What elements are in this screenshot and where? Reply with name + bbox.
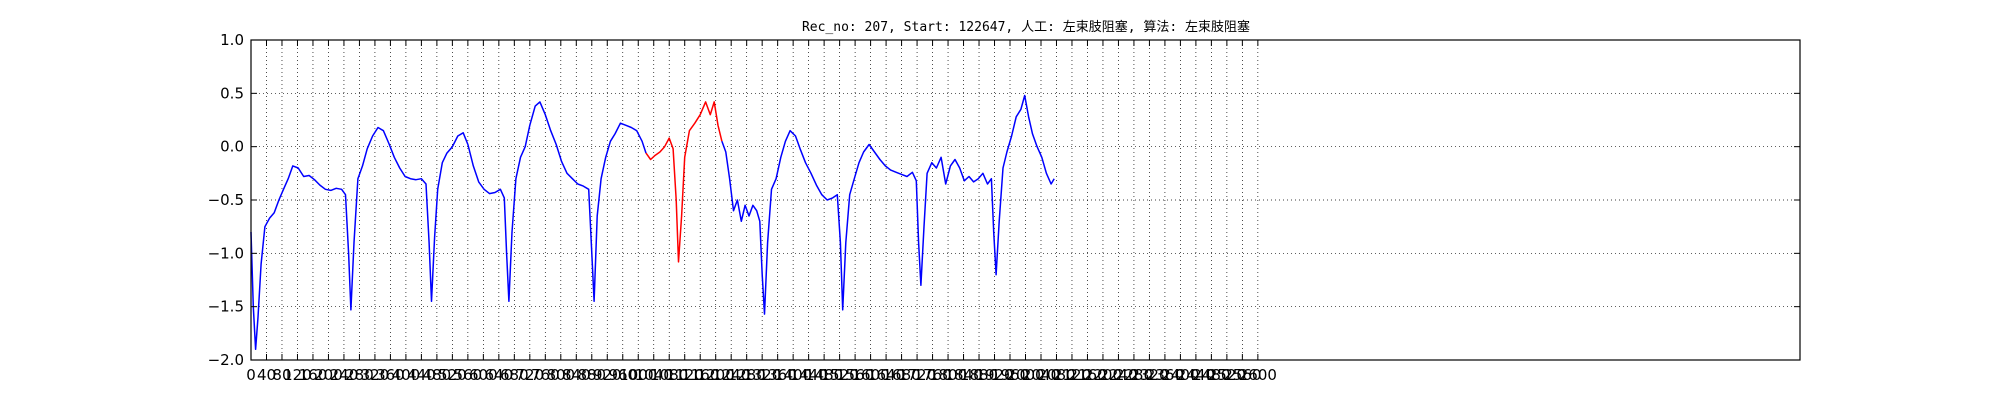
- y-tick-label: 1.0: [220, 31, 244, 49]
- x-tick-label: 1240: [712, 366, 750, 384]
- x-tick-label: 1280: [728, 366, 766, 384]
- x-tick-label: 1840: [944, 366, 982, 384]
- x-tick-label: 1200: [697, 366, 735, 384]
- x-tick-label: 800: [546, 366, 575, 384]
- x-tick-label: 1880: [960, 366, 998, 384]
- x-tick-label: 1160: [681, 366, 719, 384]
- y-tick-label: −1.0: [208, 244, 244, 262]
- series-line-1: [645, 101, 723, 263]
- x-tick-label: 2480: [1192, 366, 1230, 384]
- x-tick-label: 1760: [913, 366, 951, 384]
- x-tick-label: 960: [608, 366, 637, 384]
- y-tick-label: 0.0: [220, 138, 244, 156]
- x-tick-label: 880: [577, 366, 606, 384]
- x-tick-label: 2560: [1223, 366, 1261, 384]
- x-tick-label: 840: [562, 366, 591, 384]
- y-tick-label: 0.5: [220, 84, 244, 102]
- x-tick-label: 1320: [743, 366, 781, 384]
- x-tick-label: 1400: [774, 366, 812, 384]
- x-tick-label: 2160: [1068, 366, 1106, 384]
- x-tick-label: 2080: [1037, 366, 1075, 384]
- y-tick-label: −0.5: [208, 191, 244, 209]
- x-tick-label: 2600: [1239, 366, 1277, 384]
- x-tick-label: 1800: [929, 366, 967, 384]
- x-tick-label: 2320: [1130, 366, 1168, 384]
- x-tick-label: 160: [299, 366, 328, 384]
- x-tick-label: 120: [283, 366, 312, 384]
- y-axis-ticks: 1.0 0.5 0.0 −0.5 −1.0 −1.5 −2.0: [208, 31, 1800, 369]
- x-tick-label: 200: [314, 366, 343, 384]
- x-tick-label: 1600: [852, 366, 890, 384]
- series-layer: [250, 94, 1055, 351]
- x-tick-label: 480: [423, 366, 452, 384]
- x-tick-label: 440: [407, 366, 436, 384]
- x-tick-label: 2440: [1177, 366, 1215, 384]
- x-axis-ticks: 0 408012016020024028032036040044048052056…: [246, 40, 1277, 384]
- x-tick-label: 2520: [1208, 366, 1246, 384]
- x-tick-label: 2240: [1099, 366, 1137, 384]
- x-tick-label: 1120: [666, 366, 704, 384]
- x-tick-label: 360: [376, 366, 405, 384]
- x-tick-label: 1720: [898, 366, 936, 384]
- x-tick-label: 2040: [1022, 366, 1060, 384]
- x-tick-label: 1080: [650, 366, 688, 384]
- x-tick-label: 0: [246, 366, 256, 384]
- x-tick-label: 1520: [821, 366, 859, 384]
- x-tick-label: 1480: [805, 366, 843, 384]
- y-tick-label: −2.0: [208, 351, 244, 369]
- x-tick-label: 2360: [1146, 366, 1184, 384]
- x-tick-label: 40: [257, 366, 276, 384]
- x-tick-label: 600: [469, 366, 498, 384]
- x-tick-label: 1000: [619, 366, 657, 384]
- x-tick-label: 720: [515, 366, 544, 384]
- x-tick-label: 1640: [867, 366, 905, 384]
- x-tick-label: 80: [272, 366, 291, 384]
- x-tick-label: 2400: [1161, 366, 1199, 384]
- x-tick-label: 1040: [635, 366, 673, 384]
- chart-title: Rec_no: 207, Start: 122647, 人工: 左束肢阻塞, 算…: [802, 19, 1250, 35]
- x-tick-label: 2120: [1053, 366, 1091, 384]
- x-tick-label: 640: [485, 366, 514, 384]
- x-tick-label: 1440: [790, 366, 828, 384]
- y-tick-label: −1.5: [208, 298, 244, 316]
- series-line-0: [250, 101, 647, 351]
- x-tick-label: 1560: [836, 366, 874, 384]
- x-tick-label: 1920: [975, 366, 1013, 384]
- x-tick-label: 320: [361, 366, 390, 384]
- x-tick-label: 240: [330, 366, 359, 384]
- x-tick-label: 560: [454, 366, 483, 384]
- x-tick-label: 1680: [882, 366, 920, 384]
- grid-lines: [251, 40, 1800, 360]
- x-tick-label: 2000: [1006, 366, 1044, 384]
- x-tick-label: 920: [593, 366, 622, 384]
- x-tick-label: 280: [345, 366, 374, 384]
- x-tick-label: 760: [531, 366, 560, 384]
- x-tick-label: 680: [500, 366, 529, 384]
- x-tick-label: 1360: [759, 366, 797, 384]
- x-tick-label: 1960: [991, 366, 1029, 384]
- series-line-2: [721, 94, 1055, 315]
- x-tick-label: 2200: [1084, 366, 1122, 384]
- x-tick-label: 400: [392, 366, 421, 384]
- x-tick-label: 520: [438, 366, 467, 384]
- x-tick-label: 2280: [1115, 366, 1153, 384]
